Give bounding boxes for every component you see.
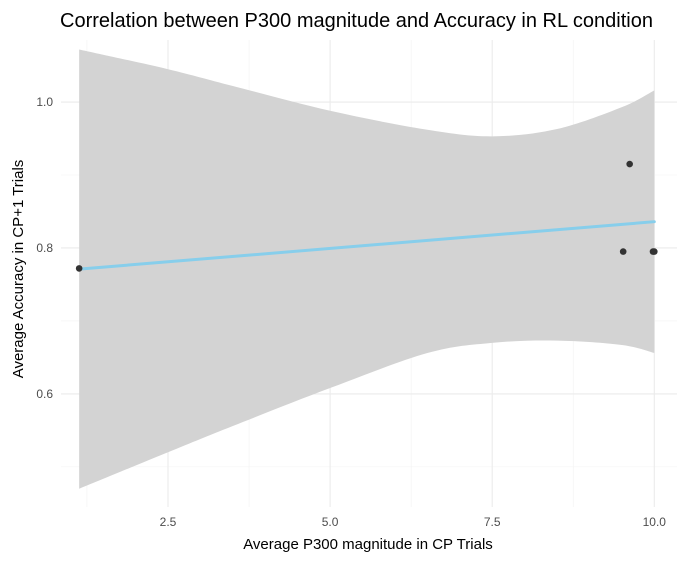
regression-line	[77, 220, 656, 271]
data-point	[626, 160, 633, 168]
confidence-band	[79, 49, 655, 489]
chart-title: Correlation between P300 magnitude and A…	[60, 10, 653, 32]
x-tick-label: 2.5	[160, 515, 177, 529]
y-tick-label: 0.8	[36, 241, 53, 255]
x-tick-label: 10.0	[643, 515, 667, 529]
y-tick-label: 1.0	[36, 95, 53, 109]
data-point	[651, 248, 658, 255]
data-point	[619, 248, 627, 255]
x-tick-labels: 2.5 5.0 7.5 10.0	[160, 515, 667, 529]
fit-line-layer	[77, 220, 656, 271]
y-tick-label: 0.6	[36, 387, 53, 401]
data-points	[75, 160, 658, 272]
x-tick-label: 5.0	[322, 515, 339, 529]
y-tick-labels: 0.6 0.8 1.0	[36, 95, 53, 401]
y-axis-title: Average Accuracy in CP+1 Trials	[10, 160, 27, 379]
x-axis-title: Average P300 magnitude in CP Trials	[243, 536, 493, 553]
data-point	[75, 265, 83, 272]
confidence-band-layer	[79, 49, 655, 489]
x-tick-label: 7.5	[484, 515, 501, 529]
